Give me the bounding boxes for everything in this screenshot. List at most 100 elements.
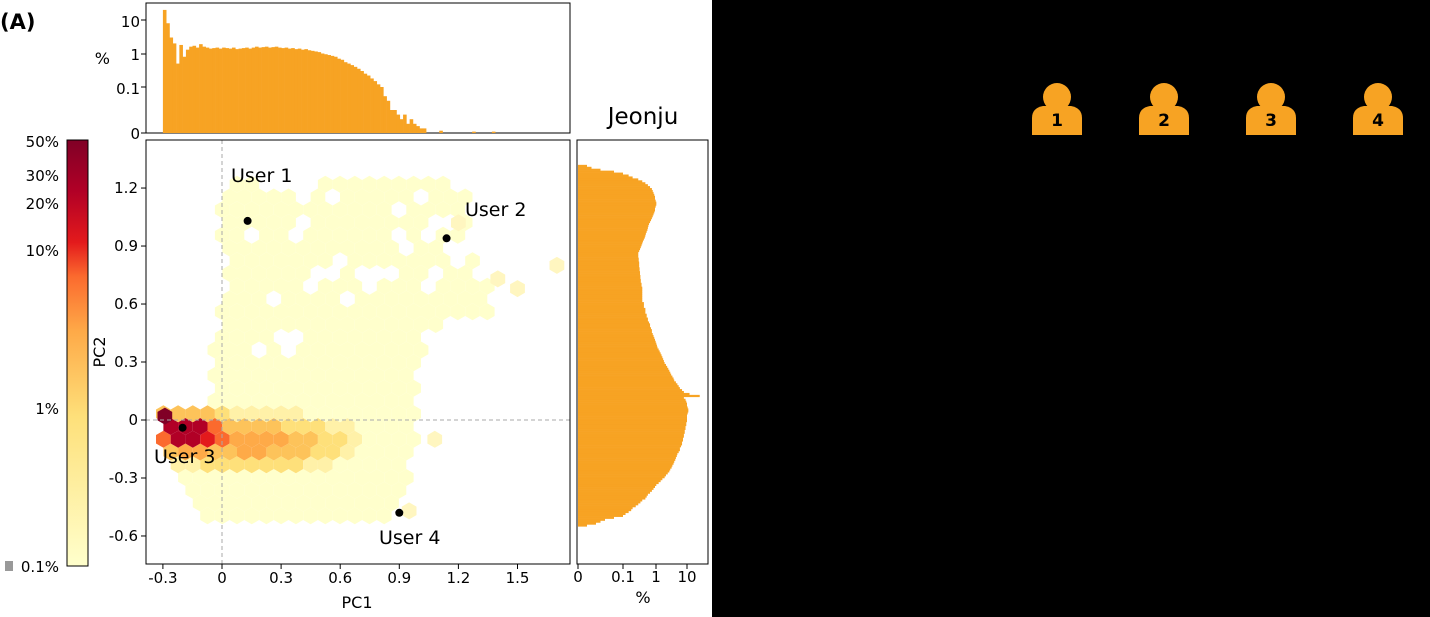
top-hist-bar [212, 48, 216, 133]
hex-cell [229, 328, 245, 346]
hex-cell [214, 354, 230, 372]
hex-cell [369, 188, 385, 206]
right-hist-bar [578, 244, 642, 247]
hex-cell [325, 469, 340, 486]
right-hist-bar [578, 300, 643, 303]
hex-cell [317, 354, 333, 372]
hex-cell [310, 418, 326, 435]
top-hist-bar [422, 128, 427, 133]
hex-cell [288, 405, 304, 423]
user-icon-2: 2 [1139, 83, 1189, 135]
hex-cell [325, 214, 340, 231]
hex-cell [421, 201, 436, 219]
hex-cell [288, 354, 304, 372]
right-hist-bar [578, 362, 665, 365]
top-hist-bar [271, 47, 276, 134]
right-xtick-0.1: 0.1 [611, 568, 635, 586]
hex-cell [317, 175, 333, 193]
top-hist-bar [412, 123, 417, 133]
top-hist-bar [343, 62, 348, 134]
hex-cell [251, 188, 267, 206]
hex-cell [391, 481, 407, 499]
hex-cell [288, 201, 304, 219]
hex-cell [266, 214, 282, 231]
top-hist-bar [310, 50, 315, 133]
hex-cell [273, 252, 289, 270]
right-hist-bar [578, 238, 644, 241]
right-hist-bar [578, 433, 684, 436]
right-hist-bar [578, 421, 687, 425]
right-hist-bar [578, 522, 596, 525]
hex-cell [244, 303, 260, 321]
right-hist-bar [578, 524, 587, 527]
right-hist-bar [578, 247, 641, 251]
right-hist-bar [578, 211, 655, 214]
user-markers: User 1 User 2 User 3 User 4 [154, 165, 526, 549]
hex-cell [332, 354, 348, 372]
right-hist-bar [578, 344, 657, 347]
hex-cell [192, 443, 208, 461]
hex-cell [340, 443, 355, 461]
user-icon-3: 3 [1246, 83, 1296, 135]
hex-cell [251, 494, 267, 512]
hex-cell [303, 405, 318, 423]
hex-cell [200, 430, 215, 448]
hex-cell [259, 379, 274, 397]
right-hist-bar [578, 209, 655, 212]
right-hist-bar [578, 176, 633, 179]
hex-cell [332, 201, 348, 219]
hex-cell [244, 430, 260, 448]
hex-cell [310, 367, 326, 384]
top-hist-bar [215, 47, 220, 133]
hex-cell [281, 214, 296, 231]
user-4-label: User 4 [379, 527, 440, 549]
city-title: Jeonju [606, 104, 679, 130]
hex-cell [185, 456, 201, 474]
hex-cell [317, 328, 333, 346]
hex-cell [376, 430, 392, 448]
right-hist-bar [578, 479, 661, 483]
top-hist-bar [264, 46, 269, 133]
right-hist-bar [578, 172, 623, 175]
top-hist-bar [419, 128, 424, 133]
right-hist-bar [578, 404, 687, 407]
right-hist-bar [578, 246, 641, 249]
hex-cell [244, 277, 260, 295]
right-hist-bar [578, 197, 655, 200]
hex-cell [384, 316, 399, 333]
right-hist-bar [578, 242, 643, 245]
right-hist-bar [578, 261, 640, 264]
hex-cell [288, 456, 304, 474]
x-tick-label: 1.5 [506, 569, 530, 587]
top-hist-bar [327, 55, 331, 133]
hex-cell [222, 290, 237, 308]
right-hist-bar [578, 454, 677, 458]
hex-cell [340, 392, 355, 410]
hex-cell [354, 316, 370, 333]
hex-cell [303, 226, 318, 244]
hex-cell [317, 277, 333, 295]
hex-cell [273, 201, 289, 219]
hex-cell [332, 277, 348, 295]
hex-cell [391, 303, 407, 321]
hex-outlier [490, 270, 506, 288]
hex-cell [303, 252, 318, 270]
top-hist-bar [314, 51, 318, 133]
hex-cell [229, 481, 245, 499]
right-hist-bar [578, 222, 650, 226]
right-hist-bar [578, 394, 700, 398]
top-ytick-10: 10 [121, 13, 140, 31]
hex-cell [222, 341, 237, 359]
right-hist-bar [578, 325, 651, 328]
hex-cell [398, 214, 414, 231]
right-hist-bar [578, 230, 647, 233]
hex-cell [369, 443, 385, 461]
right-hist-bar [578, 276, 641, 280]
right-hist-bar [578, 396, 684, 400]
user-icon-number: 2 [1158, 111, 1170, 131]
hex-cell [266, 265, 282, 282]
hex-cell [273, 456, 289, 474]
hex-cell [237, 341, 252, 359]
right-hist-bar [578, 391, 684, 394]
right-hist-bar [578, 491, 651, 494]
